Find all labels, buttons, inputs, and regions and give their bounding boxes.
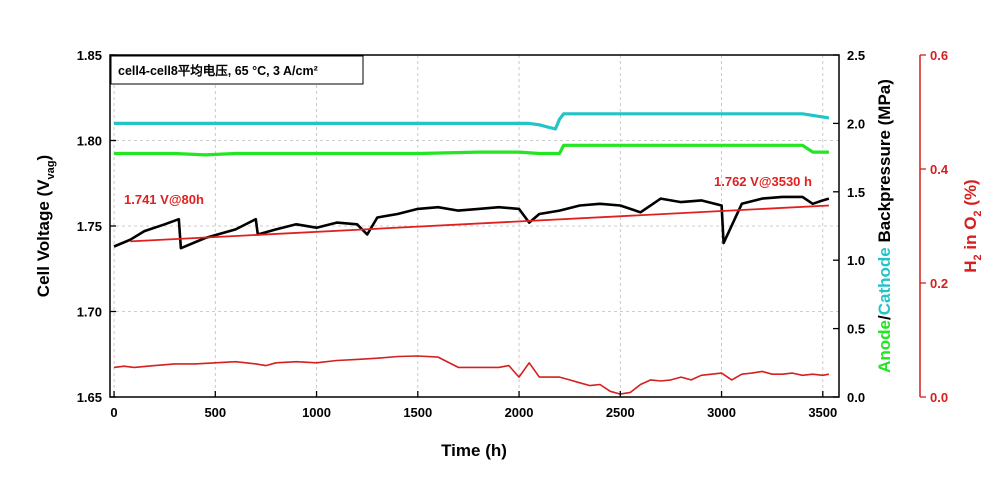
series-cell-voltage: [113, 195, 830, 250]
y-left-title-end: ): [34, 155, 53, 161]
y-left-tick-label: 1.65: [77, 390, 102, 405]
y-right2-title-sub1: 2: [972, 254, 984, 260]
title-box: cell4-cell8平均电压, 65 °C, 3 A/cm²: [110, 55, 364, 85]
y-left-tick-label: 1.85: [77, 48, 102, 63]
y-right2-tick-label: 0.0: [930, 390, 948, 405]
x-tick-label: 500: [204, 405, 226, 420]
series-layer: [113, 112, 830, 395]
series-anode-backpressure: [114, 143, 829, 157]
x-tick-label: 0: [110, 405, 117, 420]
x-axis-title: Time (h): [441, 441, 507, 460]
y-right1-tick-label: 2.0: [847, 116, 865, 131]
series-h2-in-o2: [113, 355, 830, 395]
y-right2-title-h: H: [961, 260, 980, 272]
title-box-text: cell4-cell8平均电压, 65 °C, 3 A/cm²: [118, 63, 318, 78]
y-right2-tick-label: 0.6: [930, 48, 948, 63]
x-tick-label: 2000: [505, 405, 534, 420]
x-tick-label: 3000: [707, 405, 736, 420]
x-tick-label: 1500: [403, 405, 432, 420]
y-right2-title-end: (%): [961, 179, 980, 210]
y-left-axis-title: Cell Voltage (Vvag): [34, 155, 57, 297]
y-right1-tick-label: 1.0: [847, 253, 865, 268]
y-left-tick-label: 1.80: [77, 134, 102, 149]
y-axis-left: 1.65 1.70 1.75 1.80 1.85: [77, 48, 116, 405]
y-right2-title-sub2: 2: [972, 210, 984, 216]
y-right1-tick-label: 0.5: [847, 322, 865, 337]
y-right2-tick-label: 0.2: [930, 276, 948, 291]
x-tick-label: 2500: [606, 405, 635, 420]
annotation-start: 1.741 V@80h: [124, 192, 204, 207]
y-right1-tick-label: 1.5: [847, 185, 865, 200]
y-right1-title-anode: Anode: [875, 320, 894, 373]
y-right1-title-rest: Backpressure (MPa): [875, 79, 894, 247]
y-left-title-main: Cell Voltage (V: [34, 179, 53, 297]
y-right2-axis-title: H2 in O2 (%): [961, 179, 984, 272]
y-right2-title-mid: in O: [961, 217, 980, 255]
y-right1-title-sep: /: [875, 315, 894, 320]
y-right1-tick-label: 0.0: [847, 390, 865, 405]
y-right1-title-cathode: Cathode: [875, 247, 894, 315]
annotation-end: 1.762 V@3530 h: [714, 174, 812, 189]
y-axis-right-backpressure: 0.0 0.5 1.0 1.5 2.0 2.5: [833, 48, 865, 405]
title-box-frame: [110, 55, 364, 85]
y-left-tick-label: 1.75: [77, 219, 102, 234]
x-axis: 0 500 1000 1500 2000 2500 3000 3500: [110, 391, 837, 420]
grid-layer: [110, 55, 839, 397]
series-cathode-backpressure: [114, 112, 830, 131]
y-left-title-sub: vag: [45, 160, 57, 179]
y-left-tick-label: 1.70: [77, 305, 102, 320]
y-right1-axis-title: Anode/Cathode Backpressure (MPa): [875, 79, 894, 373]
series-voltage-fit: [130, 204, 829, 243]
y-axis-right-h2: 0.0 0.2 0.4 0.6: [919, 48, 949, 405]
y-right2-tick-label: 0.4: [930, 162, 949, 177]
x-tick-label: 3500: [808, 405, 837, 420]
y-right1-tick-label: 2.5: [847, 48, 865, 63]
x-tick-label: 1000: [302, 405, 331, 420]
